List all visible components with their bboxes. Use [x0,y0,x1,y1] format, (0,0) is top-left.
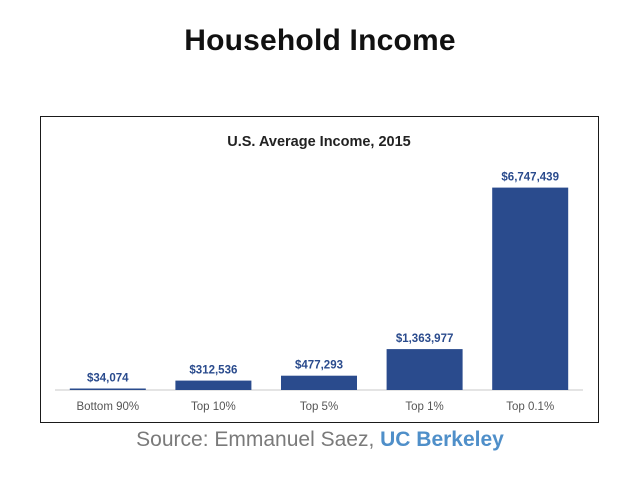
category-label: Bottom 90% [76,401,139,413]
category-label: Top 1% [405,401,443,413]
source-line: Source: Emmanuel Saez, UC Berkeley [0,428,640,452]
bar-bottom-90 [69,388,146,390]
category-labels-group: Bottom 90% Top 10% Top 5% Top 1% Top 0.1% [76,401,554,413]
source-prefix: Source: Emmanuel Saez, [136,428,381,451]
chart-title: U.S. Average Income, 2015 [227,134,411,150]
value-label: $1,363,977 [396,333,454,345]
bar-top-0-1 [492,187,569,390]
value-label: $312,536 [189,365,237,377]
category-label: Top 10% [191,401,236,413]
bar-chart: U.S. Average Income, 2015 $34,074 $312,53… [55,134,583,413]
value-label: $34,074 [87,373,129,385]
bar-top-10 [175,380,252,390]
category-label: Top 5% [300,401,338,413]
bars-group [69,187,569,390]
value-label: $477,293 [295,360,343,372]
slide-title: Household Income [184,24,456,57]
source-link-uc-berkeley[interactable]: UC Berkeley [380,428,504,451]
category-label: Top 0.1% [506,401,554,413]
value-label: $6,747,439 [501,172,559,184]
value-labels-group: $34,074 $312,536 $477,293 $1,363,977 $6,747,… [87,172,559,385]
chart-frame: U.S. Average Income, 2015 $34,074 $312,53… [40,116,599,423]
bar-top-5 [281,375,357,390]
bar-top-1 [386,349,463,390]
